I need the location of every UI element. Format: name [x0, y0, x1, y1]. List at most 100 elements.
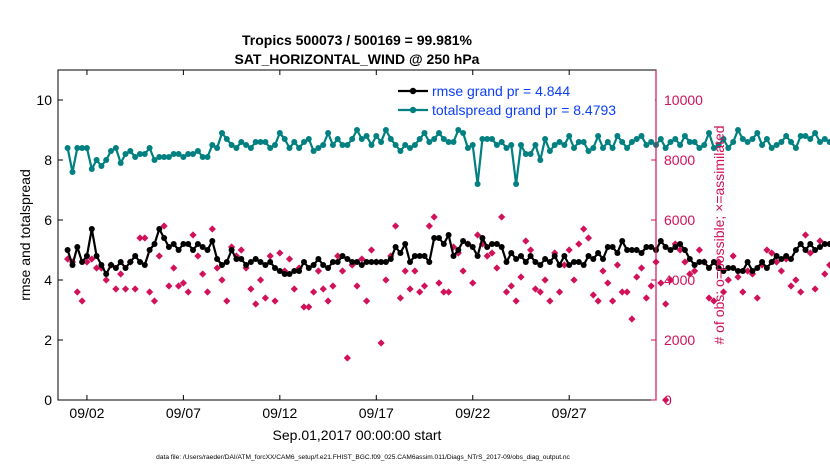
rmse-point [672, 244, 679, 250]
spread-point [151, 157, 158, 163]
rmse-point [387, 256, 394, 262]
obs-count-marker [676, 246, 684, 254]
obs-count-marker [150, 297, 159, 305]
obs-count-marker [575, 240, 583, 248]
spread-point [445, 139, 452, 145]
rmse-point [706, 265, 712, 271]
rmse-point [286, 271, 293, 277]
spread-point [325, 130, 332, 136]
obs-count-marker [146, 288, 154, 296]
rmse-point [614, 250, 621, 256]
rmse-point [431, 235, 438, 241]
rmse-point [681, 247, 688, 253]
y-tick-label-left: 6 [44, 212, 52, 228]
obs-count-marker [473, 231, 482, 239]
spread-point [522, 151, 529, 157]
spread-point [103, 157, 110, 163]
spread-point [754, 130, 761, 136]
rmse-point [797, 241, 804, 247]
obs-count-marker [507, 282, 515, 290]
obs-count-marker [391, 222, 400, 230]
rmse-point [185, 241, 192, 247]
obs-count-marker [338, 267, 347, 275]
obs-count-marker [440, 288, 448, 296]
y-tick-label-left: 8 [44, 152, 52, 168]
obs-count-marker [690, 267, 699, 275]
rmse-point [93, 253, 100, 259]
spread-point [127, 148, 134, 154]
y-tick-label-right: 2000 [664, 332, 695, 348]
rmse-point [667, 247, 674, 253]
spread-point [214, 145, 221, 151]
obs-count-marker [734, 273, 742, 281]
spread-point [132, 154, 139, 160]
spread-point [339, 142, 346, 148]
rmse-point [79, 259, 86, 265]
spread-point [165, 154, 172, 160]
plot-area [64, 127, 830, 404]
spread-point [464, 145, 471, 151]
rmse-point [619, 238, 626, 244]
rmse-point [325, 265, 332, 271]
rmse-point [826, 241, 830, 247]
obs-count-marker [363, 297, 371, 305]
obs-possible-marker [662, 396, 670, 404]
spread-point [812, 130, 819, 136]
spread-point [141, 151, 148, 157]
obs-count-marker [141, 234, 149, 242]
spread-point [715, 142, 722, 148]
obs-count-marker [719, 288, 728, 296]
rmse-point [556, 262, 563, 268]
spread-point [194, 148, 201, 154]
spread-point [180, 154, 187, 160]
spread-point [354, 127, 360, 133]
rmse-point [474, 253, 481, 259]
rmse-point [301, 259, 307, 265]
rmse-point [421, 253, 428, 259]
obs-count-marker [420, 282, 429, 290]
rmse-point [701, 259, 708, 265]
spread-point [710, 145, 717, 151]
rmse-point [247, 259, 254, 265]
rmse-point [735, 268, 741, 274]
obs-count-marker [541, 276, 549, 284]
rmse-point [214, 256, 221, 262]
rmse-point [344, 256, 351, 262]
spread-point [397, 148, 404, 154]
rmse-point [127, 259, 134, 265]
spread-point [681, 133, 688, 139]
obs-count-marker [213, 264, 221, 272]
rmse-point [368, 259, 375, 265]
rmse-point [354, 259, 360, 265]
obs-count-marker [305, 303, 313, 311]
spread-point [725, 145, 732, 151]
obs-count-marker [324, 297, 332, 305]
rmse-point [238, 256, 245, 262]
spread-point [421, 130, 428, 136]
spread-point [677, 142, 684, 148]
spread-point [286, 145, 293, 151]
rmse-point [272, 265, 278, 271]
obs-count-marker [396, 294, 405, 302]
rmse-point [532, 259, 539, 265]
y-axis-label-left: rmse and totalspread [17, 169, 33, 301]
obs-count-marker [657, 279, 665, 287]
spread-point [802, 133, 809, 139]
rmse-point [281, 271, 288, 277]
rmse-point [527, 253, 534, 259]
y-tick-label-left: 0 [44, 392, 52, 408]
obs-count-marker [744, 267, 752, 275]
obs-count-marker [401, 267, 409, 275]
spread-point [291, 139, 298, 145]
rmse-point [720, 268, 727, 274]
obs-count-marker [584, 234, 593, 242]
spread-point [561, 142, 568, 148]
rmse-point [436, 235, 442, 241]
rmse-point [580, 262, 587, 268]
rmse-point [691, 262, 698, 268]
rmse-point [112, 265, 119, 271]
obs-count-marker [512, 297, 520, 305]
obs-count-marker [343, 354, 351, 362]
rmse-point [296, 268, 303, 274]
obs-count-marker [382, 276, 390, 284]
